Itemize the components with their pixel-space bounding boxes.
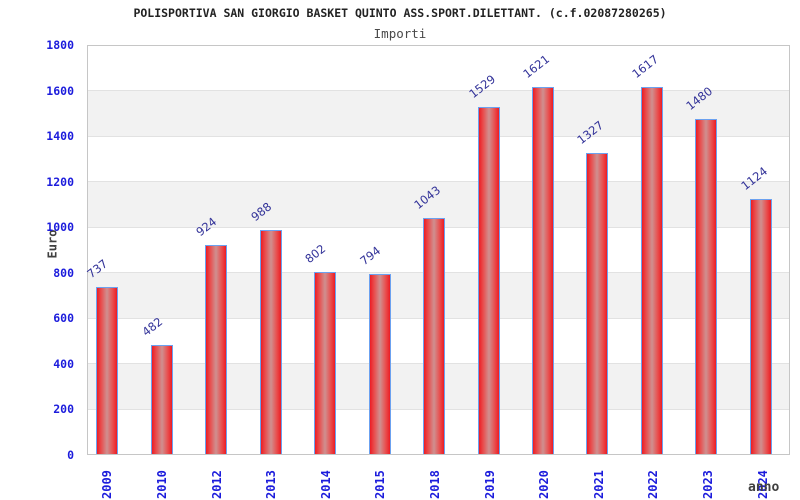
bar-value-label: 1621 xyxy=(520,51,553,81)
bar-2018 xyxy=(423,217,446,454)
chart-title: POLISPORTIVA SAN GIORGIO BASKET QUINTO A… xyxy=(133,6,667,20)
y-tick-label: 0 xyxy=(67,448,74,462)
chart-subtitle: Importi xyxy=(373,26,427,41)
plot-band xyxy=(88,135,789,182)
bar-value-label: 1043 xyxy=(411,182,444,212)
x-tick-slot: 2022 xyxy=(626,459,681,499)
plot-band xyxy=(88,90,789,136)
bar-2022 xyxy=(640,87,663,454)
y-axis-ticks: 0 200 400 600 800 1000 1200 1400 1600 1800 xyxy=(0,38,74,462)
bars-container: 737 482 924 988 802 794 1043 1529 1621 1327 1617 14… xyxy=(81,46,789,454)
y-tick-label: 600 xyxy=(53,311,74,326)
x-tick-slot: 2015 xyxy=(353,459,408,499)
bar-slot: 1043 xyxy=(408,46,462,454)
bar-2020 xyxy=(531,86,554,454)
bar-value-label: 1124 xyxy=(738,164,770,194)
bar-2021 xyxy=(586,153,609,454)
bar-value-label: 1529 xyxy=(465,72,498,102)
y-tick-label: 1600 xyxy=(46,83,74,98)
x-tick-slot: 2021 xyxy=(571,459,626,499)
bar-2013 xyxy=(259,230,282,454)
x-tick-label: 2022 xyxy=(646,470,661,499)
x-tick-label: 2015 xyxy=(373,470,388,499)
bar-value-label: 988 xyxy=(248,199,274,225)
x-tick-label: 2012 xyxy=(209,470,224,499)
bar-slot: 924 xyxy=(190,46,244,454)
x-tick-slot: 2019 xyxy=(462,459,517,499)
y-tick-label: 1400 xyxy=(46,129,74,144)
bar-slot: 737 xyxy=(81,46,135,454)
x-tick-label: 2010 xyxy=(154,470,169,499)
x-tick-label: 2019 xyxy=(482,470,497,499)
y-tick-label: 1000 xyxy=(46,220,74,235)
bar-value-label: 1327 xyxy=(574,118,607,148)
bar-2009 xyxy=(96,286,119,454)
bar-2019 xyxy=(477,107,500,454)
x-tick-slot: 2012 xyxy=(189,459,244,499)
x-tick-slot: 2014 xyxy=(298,459,353,499)
x-tick-slot: 2013 xyxy=(244,459,299,499)
x-tick-slot: 2023 xyxy=(681,459,736,499)
x-tick-label: 2009 xyxy=(100,470,115,499)
y-tick-label: 400 xyxy=(53,356,74,371)
bar-2015 xyxy=(368,274,391,454)
y-tick-label: 1200 xyxy=(46,174,74,189)
x-tick-label: 2014 xyxy=(318,470,333,499)
bar-slot: 482 xyxy=(135,46,189,454)
bar-slot: 1480 xyxy=(680,46,734,454)
bar-value-label: 1480 xyxy=(683,83,716,113)
bar-2010 xyxy=(150,344,173,454)
bar-slot: 1327 xyxy=(571,46,625,454)
plot-band xyxy=(88,46,789,91)
x-tick-slot: 2009 xyxy=(80,459,135,499)
y-tick-label: 200 xyxy=(53,402,74,417)
x-tick-label: 2020 xyxy=(537,470,552,499)
x-axis-label: anno xyxy=(748,480,780,495)
bar-value-label: 794 xyxy=(356,243,383,269)
bar-value-label: 924 xyxy=(193,214,220,239)
x-tick-label: 2021 xyxy=(591,470,606,499)
bar-slot: 988 xyxy=(244,46,298,454)
bar-value-label: 1617 xyxy=(629,52,661,82)
x-tick-slot: 2010 xyxy=(135,459,190,499)
bar-slot: 802 xyxy=(299,46,353,454)
x-tick-slot: 2018 xyxy=(408,459,463,499)
x-tick-label: 2013 xyxy=(264,470,279,499)
x-tick-label: 2023 xyxy=(701,470,715,499)
bar-value-label: 482 xyxy=(139,314,166,339)
bar-slot: 1529 xyxy=(462,46,516,454)
bar-value-label: 802 xyxy=(302,241,329,267)
bar-2014 xyxy=(314,272,337,454)
bar-slot: 1621 xyxy=(517,46,571,454)
x-tick-label: 2018 xyxy=(427,470,442,499)
x-axis-ticks: 2009 2010 2012 2013 2014 2015 2018 2019 2020 2021… xyxy=(80,459,790,499)
y-tick-label: 800 xyxy=(53,265,74,280)
bar-slot: 1617 xyxy=(626,46,680,454)
bar-2024 xyxy=(749,199,772,454)
bar-2012 xyxy=(205,244,228,454)
bar-slot: 794 xyxy=(353,46,407,454)
y-tick-label: 1800 xyxy=(46,38,74,52)
x-tick-slot: 2020 xyxy=(517,459,572,499)
plot-area: 737 482 924 988 802 794 1043 1529 1621 1327 1617 14… xyxy=(85,45,790,455)
bar-2023 xyxy=(695,118,718,454)
bar-value-label: 737 xyxy=(84,256,111,281)
bar-slot: 1124 xyxy=(735,46,789,454)
